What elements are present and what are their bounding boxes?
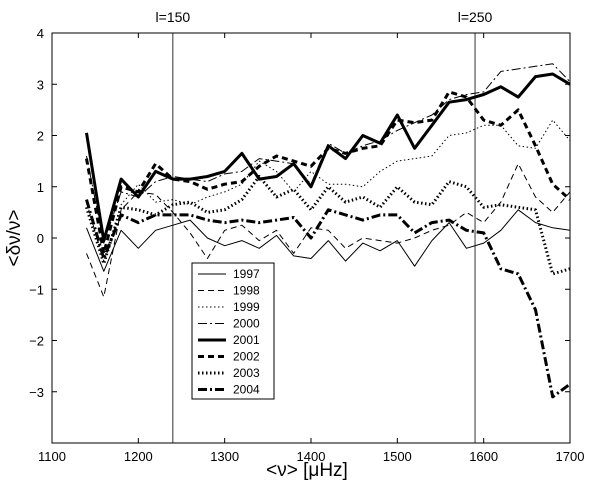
legend-label-1999: 1999 bbox=[233, 300, 260, 314]
series-line-2004 bbox=[85, 199, 571, 399]
annotation-label: l=250 bbox=[458, 9, 493, 25]
y-axis-label: <δν/ν> bbox=[4, 209, 25, 266]
legend-label-2003: 2003 bbox=[233, 366, 260, 380]
y-tick-label: −1 bbox=[29, 282, 44, 297]
x-tick-label: 1200 bbox=[124, 449, 153, 464]
legend-label-2002: 2002 bbox=[233, 350, 260, 364]
legend-label-1997: 1997 bbox=[233, 267, 260, 281]
series-line-1997 bbox=[86, 209, 571, 272]
series-line-2001 bbox=[85, 72, 571, 243]
legend-label-2000: 2000 bbox=[233, 317, 260, 331]
legend-box bbox=[191, 262, 275, 400]
y-tick-label: −3 bbox=[29, 385, 44, 400]
x-tick-label: 1400 bbox=[297, 449, 326, 464]
y-tick-label: −2 bbox=[29, 334, 44, 349]
x-tick-label: 1300 bbox=[210, 449, 239, 464]
x-tick-label: 1100 bbox=[38, 449, 66, 464]
series-line-2000 bbox=[86, 63, 571, 244]
legend-label-1998: 1998 bbox=[233, 284, 260, 298]
x-tick-label: 1500 bbox=[383, 449, 412, 464]
legend-label-2001: 2001 bbox=[233, 333, 260, 347]
x-axis-label: <ν> [μHz] bbox=[266, 460, 348, 481]
legend: 1997 1998 1999 2000 2001 2002 2003 2004 bbox=[191, 262, 275, 400]
y-tick-label: 1 bbox=[37, 180, 44, 195]
y-tick-label: 3 bbox=[37, 77, 44, 92]
y-axis-ticks: −3 −2 −1 0 1 2 3 4 bbox=[29, 26, 570, 400]
annotation-label: l=150 bbox=[156, 9, 191, 25]
y-tick-label: 2 bbox=[37, 129, 44, 144]
x-axis-ticks: 1100 1200 1300 1400 1500 1600 1700 bbox=[38, 33, 584, 464]
series-line-1998 bbox=[86, 163, 571, 298]
y-tick-label: 0 bbox=[37, 231, 44, 246]
y-tick-label: 4 bbox=[37, 26, 44, 41]
annotation-lines: l=150 l=250 bbox=[156, 9, 493, 443]
series-line-2002 bbox=[85, 90, 571, 255]
legend-label-2004: 2004 bbox=[233, 383, 260, 397]
series-line-1999 bbox=[86, 119, 571, 262]
x-tick-label: 1700 bbox=[556, 449, 585, 464]
x-tick-label: 1600 bbox=[469, 449, 498, 464]
series-lines bbox=[85, 63, 571, 399]
